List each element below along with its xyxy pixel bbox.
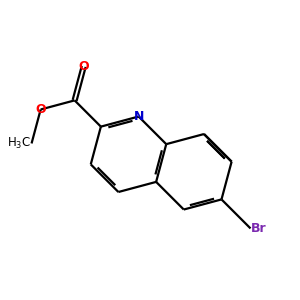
Text: N: N	[134, 110, 144, 123]
Text: O: O	[35, 103, 46, 116]
Text: O: O	[78, 60, 89, 73]
Text: Br: Br	[250, 222, 266, 235]
Text: H$_3$C: H$_3$C	[8, 136, 31, 151]
